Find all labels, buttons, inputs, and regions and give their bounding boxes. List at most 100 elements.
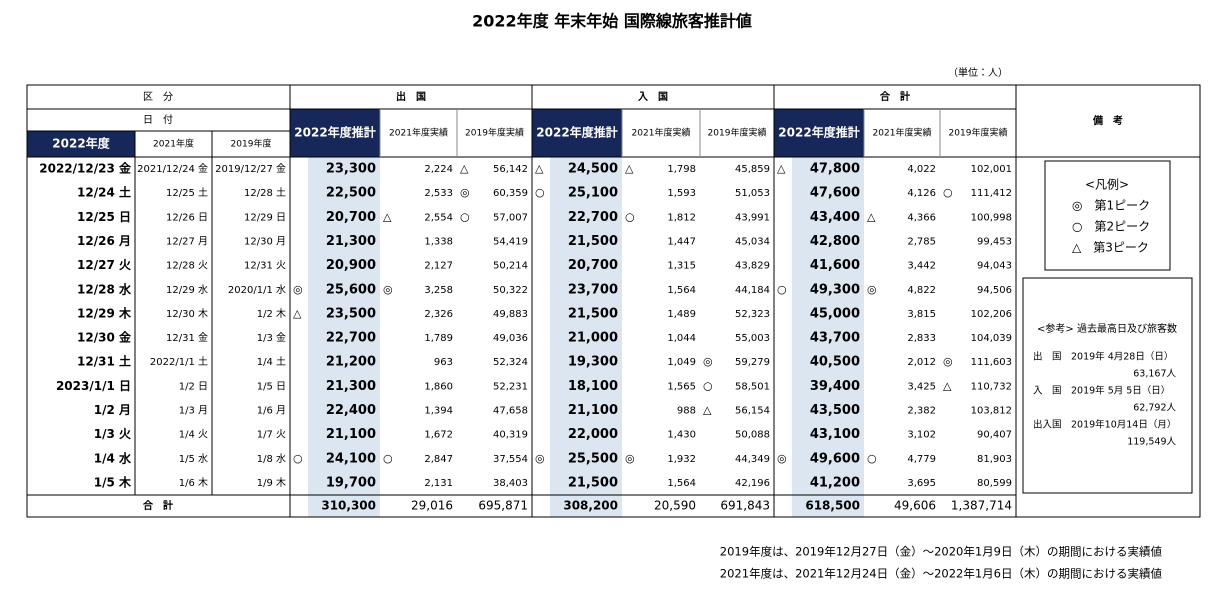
date-cell: 1/5 日 xyxy=(257,381,286,392)
value-cell: 41,600 xyxy=(810,258,860,273)
column-header: 2021年度実績 xyxy=(873,127,932,139)
date-cell: 12/29 日 xyxy=(244,212,286,223)
value-cell: 21,500 xyxy=(568,306,618,321)
peak-mark: ◎ xyxy=(943,355,953,368)
column-header: 2022年度推計 xyxy=(778,125,859,140)
date-cell: 12/29 水 xyxy=(166,284,208,296)
value-cell: 2,554 xyxy=(424,212,453,223)
total-cell: 1,387,714 xyxy=(951,499,1012,513)
date-cell: 1/6 月 xyxy=(257,405,286,417)
date-cell: 1/2 日 xyxy=(179,381,208,392)
value-cell: 3,102 xyxy=(907,430,936,441)
value-cell: 102,206 xyxy=(971,309,1012,320)
value-cell: 2,224 xyxy=(424,164,453,175)
value-cell: 3,258 xyxy=(424,285,453,296)
date-cell: 12/27 火 xyxy=(77,258,131,272)
date-cell: 12/31 金 xyxy=(166,331,208,344)
peak-mark: △ xyxy=(535,162,544,175)
value-cell: 45,000 xyxy=(810,306,860,321)
value-cell: 25,600 xyxy=(326,282,376,297)
value-cell: 103,812 xyxy=(971,406,1012,417)
value-cell: 50,322 xyxy=(493,285,528,296)
value-cell: 43,500 xyxy=(810,403,860,418)
value-cell: 40,500 xyxy=(810,355,860,370)
peak-mark: △ xyxy=(293,307,302,320)
value-cell: 47,600 xyxy=(810,186,860,201)
value-cell: 20,700 xyxy=(568,258,618,273)
column-header: 2019年度実績 xyxy=(465,127,524,139)
header-cell xyxy=(774,109,864,157)
peak-mark: ○ xyxy=(460,210,470,223)
value-cell: 21,000 xyxy=(568,331,618,346)
value-cell: 23,500 xyxy=(326,306,376,321)
value-cell: 22,700 xyxy=(326,331,376,346)
date-cell: 12/27 月 xyxy=(166,236,208,248)
column-header: 2021年度実績 xyxy=(389,127,448,139)
date-cell: 12/24 土 xyxy=(77,185,131,200)
value-cell: 19,300 xyxy=(568,355,618,370)
value-cell: 44,349 xyxy=(735,454,770,465)
value-cell: 102,001 xyxy=(971,164,1012,175)
value-cell: 4,126 xyxy=(907,188,936,199)
date-cell: 12/28 火 xyxy=(166,260,208,272)
peak-mark: △ xyxy=(625,162,634,175)
value-cell: 45,034 xyxy=(735,237,770,248)
value-cell: 41,200 xyxy=(810,475,860,490)
value-cell: 2,533 xyxy=(424,188,453,199)
peak-mark: ◎ xyxy=(383,283,393,296)
value-cell: 21,300 xyxy=(326,234,376,249)
value-cell: 22,700 xyxy=(568,210,618,225)
date-cell: 12/31 火 xyxy=(244,260,286,272)
value-cell: 25,100 xyxy=(568,186,618,201)
value-cell: 21,500 xyxy=(568,475,618,490)
value-cell: 80,599 xyxy=(977,478,1012,489)
date-cell: 1/5 木 xyxy=(94,474,132,489)
value-cell: 56,154 xyxy=(735,406,770,417)
value-cell: 4,022 xyxy=(907,164,936,175)
date-cell: 2020/1/1 水 xyxy=(228,284,286,296)
peak-mark: ○ xyxy=(383,452,393,465)
value-cell: 23,300 xyxy=(326,162,376,177)
total-label: 合 計 xyxy=(142,499,173,512)
value-cell: 2,012 xyxy=(907,357,936,368)
value-cell: 111,603 xyxy=(971,357,1012,368)
value-cell: 99,453 xyxy=(977,237,1012,248)
peak-mark: ◎ xyxy=(460,186,470,199)
date-cell: 2022/12/23 金 xyxy=(39,161,132,176)
date-cell: 12/25 土 xyxy=(166,186,208,199)
legend-item: △ 第3ピーク xyxy=(1072,241,1149,255)
value-cell: 43,991 xyxy=(735,212,770,223)
value-cell: 1,565 xyxy=(667,381,696,392)
peak-mark: △ xyxy=(703,404,712,417)
value-cell: 43,400 xyxy=(810,210,860,225)
total-cell: 618,500 xyxy=(805,499,860,513)
value-cell: 56,142 xyxy=(493,164,528,175)
peak-mark: ◎ xyxy=(867,283,877,296)
value-cell: 43,100 xyxy=(810,427,860,442)
value-cell: 59,279 xyxy=(735,357,770,368)
value-cell: 90,407 xyxy=(977,430,1012,441)
value-cell: 52,323 xyxy=(735,309,770,320)
legend-item: ◎ 第1ピーク xyxy=(1072,199,1150,213)
value-cell: 21,500 xyxy=(568,234,618,249)
value-cell: 20,900 xyxy=(326,258,376,273)
date-cell: 2022/1/1 土 xyxy=(150,355,208,368)
value-cell: 43,829 xyxy=(735,261,770,272)
value-cell: 3,442 xyxy=(907,261,936,272)
date-cell: 1/4 水 xyxy=(94,450,132,465)
date-cell: 12/26 月 xyxy=(77,234,131,248)
total-cell: 308,200 xyxy=(563,499,618,513)
date-cell: 12/28 土 xyxy=(244,186,286,199)
value-cell: 49,036 xyxy=(493,333,528,344)
value-cell: 21,100 xyxy=(326,427,376,442)
total-cell: 49,606 xyxy=(894,499,936,513)
peak-mark: ○ xyxy=(943,186,953,199)
header: 2022年度 xyxy=(52,136,109,151)
value-cell: 19,700 xyxy=(326,475,376,490)
value-cell: 4,779 xyxy=(907,454,936,465)
value-cell: 20,700 xyxy=(326,210,376,225)
date-cell: 1/9 木 xyxy=(257,477,286,489)
value-cell: 1,860 xyxy=(424,381,453,392)
value-cell: 94,043 xyxy=(977,261,1012,272)
